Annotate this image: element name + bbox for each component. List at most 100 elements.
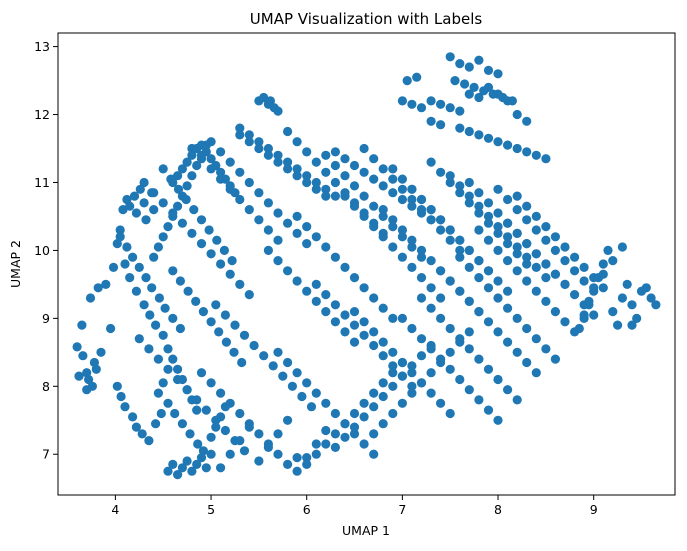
scatter-point: [608, 256, 618, 266]
scatter-point: [469, 82, 479, 92]
scatter-point: [598, 269, 608, 279]
x-tick-label: 5: [207, 502, 215, 517]
scatter-point: [369, 222, 379, 232]
scatter-point: [283, 357, 293, 368]
scatter-point: [589, 283, 599, 293]
scatter-point: [436, 120, 446, 130]
scatter-point: [455, 123, 465, 133]
scatter-point: [235, 167, 245, 177]
scatter-point: [493, 327, 503, 337]
scatter-point: [445, 52, 455, 62]
scatter-point: [330, 191, 340, 201]
scatter-point: [196, 140, 207, 150]
scatter-point: [115, 225, 125, 235]
scatter-point: [378, 303, 388, 313]
scatter-point: [349, 201, 360, 211]
scatter-point: [177, 164, 187, 174]
scatter-point: [302, 453, 312, 463]
scatter-point: [378, 164, 388, 174]
scatter-point: [474, 55, 484, 65]
scatter-point: [254, 188, 264, 198]
scatter-point: [168, 177, 178, 188]
scatter-point: [541, 344, 551, 354]
scatter-point: [483, 65, 494, 75]
scatter-point: [416, 378, 427, 388]
scatter-point: [579, 310, 589, 320]
scatter-point: [598, 259, 608, 269]
scatter-point: [407, 242, 417, 252]
scatter-point: [239, 446, 250, 456]
scatter-point: [198, 307, 208, 317]
scatter-point: [340, 262, 350, 272]
scatter-point: [216, 463, 226, 473]
scatter-point: [359, 439, 369, 449]
scatter-point: [407, 235, 417, 245]
scatter-point: [407, 262, 417, 272]
scatter-point: [192, 459, 202, 469]
scatter-point: [221, 337, 231, 347]
scatter-point: [445, 276, 455, 286]
scatter-point: [388, 242, 398, 252]
scatter-point: [254, 215, 264, 225]
scatter-point: [474, 395, 484, 405]
scatter-point: [187, 171, 197, 181]
scatter-point: [106, 323, 116, 334]
scatter-point: [230, 188, 240, 198]
scatter-point: [531, 150, 541, 160]
scatter-point: [426, 157, 436, 167]
scatter-point: [388, 368, 398, 378]
scatter-point: [330, 177, 340, 188]
scatter-point: [196, 154, 207, 164]
scatter-point: [254, 429, 264, 439]
scatter-point: [445, 408, 455, 419]
scatter-point: [273, 429, 283, 439]
scatter-point: [436, 313, 446, 323]
scatter-point: [163, 364, 173, 374]
scatter-point: [397, 252, 407, 262]
scatter-point: [302, 239, 312, 249]
scatter-point: [131, 422, 141, 432]
scatter-point: [321, 242, 331, 252]
scatter-point: [273, 106, 283, 116]
scatter-point: [503, 286, 513, 296]
scatter-point: [388, 222, 398, 232]
scatter-point: [503, 194, 513, 205]
scatter-point: [503, 337, 513, 347]
scatter-point: [574, 323, 584, 334]
scatter-point: [474, 354, 484, 364]
scatter-point: [445, 177, 455, 188]
scatter-point: [455, 252, 465, 262]
scatter-point: [397, 96, 407, 106]
scatter-point: [359, 412, 369, 422]
scatter-point: [369, 201, 379, 211]
scatter-point: [158, 232, 168, 242]
scatter-point: [74, 371, 84, 381]
scatter-point: [349, 273, 360, 283]
scatter-point: [397, 313, 407, 323]
scatter-point: [321, 184, 331, 194]
scatter-point: [225, 449, 235, 459]
scatter-point: [302, 459, 312, 469]
scatter-point: [589, 310, 599, 320]
scatter-point: [206, 317, 216, 327]
scatter-point: [160, 303, 170, 313]
scatter-point: [220, 310, 230, 320]
scatter-point: [598, 283, 608, 293]
scatter-point: [493, 245, 503, 255]
scatter-point: [273, 256, 283, 266]
scatter-point: [474, 208, 484, 218]
scatter-point: [239, 330, 250, 340]
scatter-point: [139, 300, 149, 310]
scatter-point: [416, 103, 427, 113]
scatter-point: [125, 273, 135, 283]
scatter-point: [206, 432, 216, 442]
scatter-point: [531, 225, 541, 235]
scatter-point: [292, 164, 302, 174]
scatter-point: [263, 442, 273, 452]
scatter-point: [359, 283, 369, 293]
scatter-point: [211, 415, 221, 425]
scatter-point: [149, 205, 159, 215]
scatter-point: [175, 323, 185, 334]
scatter-point: [416, 252, 427, 262]
y-tick-label: 11: [34, 175, 50, 190]
